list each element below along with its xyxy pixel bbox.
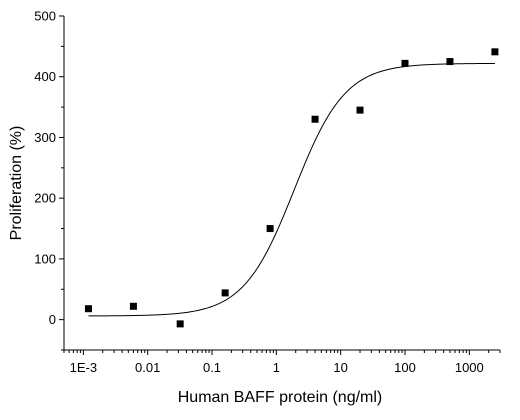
y-tick-label: 500: [34, 9, 56, 24]
y-tick-label: 100: [34, 251, 56, 266]
plot-frame: [63, 16, 500, 351]
x-tick-label: 1: [273, 360, 280, 375]
y-tick-label: 400: [34, 69, 56, 84]
y-axis-title: Proliferation (%): [8, 126, 25, 241]
data-point: [266, 225, 274, 233]
x-tick-label: 1E-3: [70, 360, 97, 375]
fit-curve: [88, 62, 495, 317]
y-tick-label: 200: [34, 191, 56, 206]
x-axis-ticks: 1E-3 0.01 0.1 1 10 100 1000: [63, 350, 501, 375]
data-point: [311, 115, 319, 123]
x-tick-label: 10: [333, 360, 347, 375]
data-point: [176, 320, 184, 328]
data-point: [221, 289, 229, 297]
data-point: [446, 58, 454, 66]
x-axis-title: Human BAFF protein (ng/ml): [178, 389, 383, 406]
x-tick-label: 0.1: [203, 360, 221, 375]
y-axis-ticks: 0 100 200 300 400 500: [34, 9, 64, 351]
data-point: [401, 59, 409, 67]
x-tick-label: 0.01: [135, 360, 160, 375]
x-tick-label: 100: [394, 360, 416, 375]
data-point: [356, 106, 364, 114]
x-tick-label: 1000: [455, 360, 484, 375]
data-point: [84, 305, 92, 313]
data-point: [129, 302, 137, 310]
y-tick-label: 0: [49, 312, 56, 327]
data-point: [491, 48, 499, 56]
y-tick-label: 300: [34, 130, 56, 145]
data-points: [84, 48, 499, 328]
